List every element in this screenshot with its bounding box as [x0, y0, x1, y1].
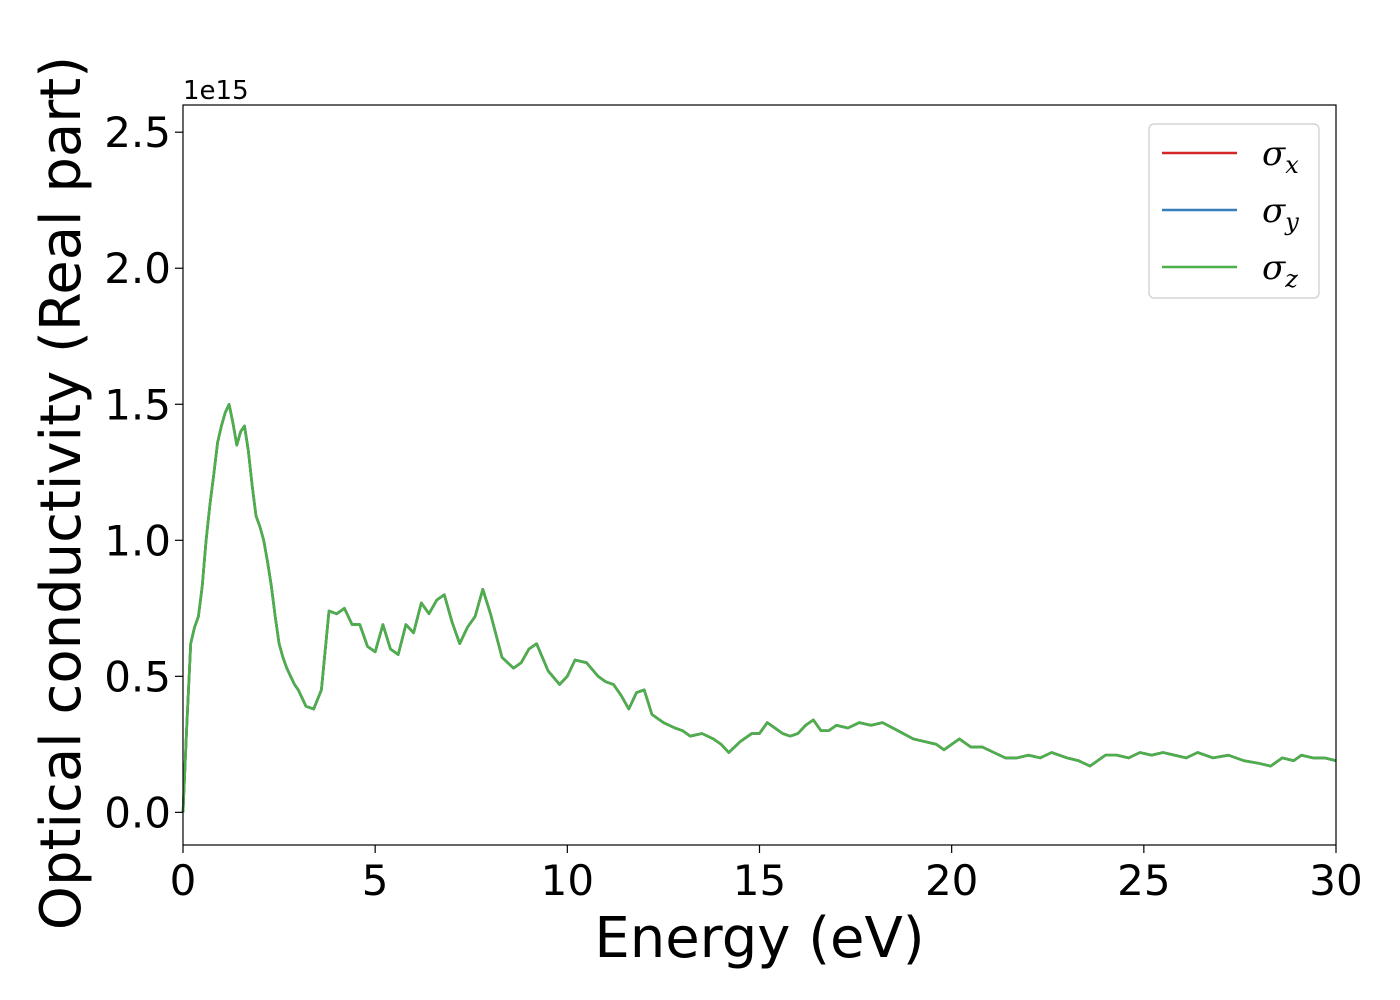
y-tick-label: 1.0 — [104, 516, 171, 565]
x-tick-label: 5 — [362, 856, 389, 905]
legend-label-z: σz — [1262, 248, 1298, 293]
x-tick-label: 25 — [1117, 856, 1170, 905]
x-axis-label: Energy (eV) — [594, 906, 924, 971]
y-offset-text: 1e15 — [183, 76, 249, 106]
y-tick-label: 2.0 — [104, 244, 171, 293]
y-tick-label: 2.5 — [104, 108, 171, 157]
y-tick-label: 0.5 — [104, 652, 171, 701]
x-tick-label: 15 — [733, 856, 786, 905]
y-axis-label: Optical conductivity (Real part) — [29, 56, 94, 930]
ticks-layer: 0 5 10 15 20 25 30 0.0 0.5 1.0 1.5 2.0 2.5 — [104, 108, 1363, 905]
legend-label-y: σy — [1262, 191, 1299, 236]
series-layer — [181, 402, 1337, 813]
y-tick-label: 1.5 — [104, 380, 171, 429]
legend: σx σy σz — [1148, 123, 1320, 299]
series-line-2 — [181, 402, 1337, 813]
legend-label-x: σx — [1262, 134, 1299, 179]
x-tick-label: 30 — [1309, 856, 1362, 905]
x-tick-label: 10 — [541, 856, 594, 905]
x-tick-label: 20 — [925, 856, 978, 905]
y-tick-label: 0.0 — [104, 788, 171, 837]
x-tick-label: 0 — [170, 856, 197, 905]
